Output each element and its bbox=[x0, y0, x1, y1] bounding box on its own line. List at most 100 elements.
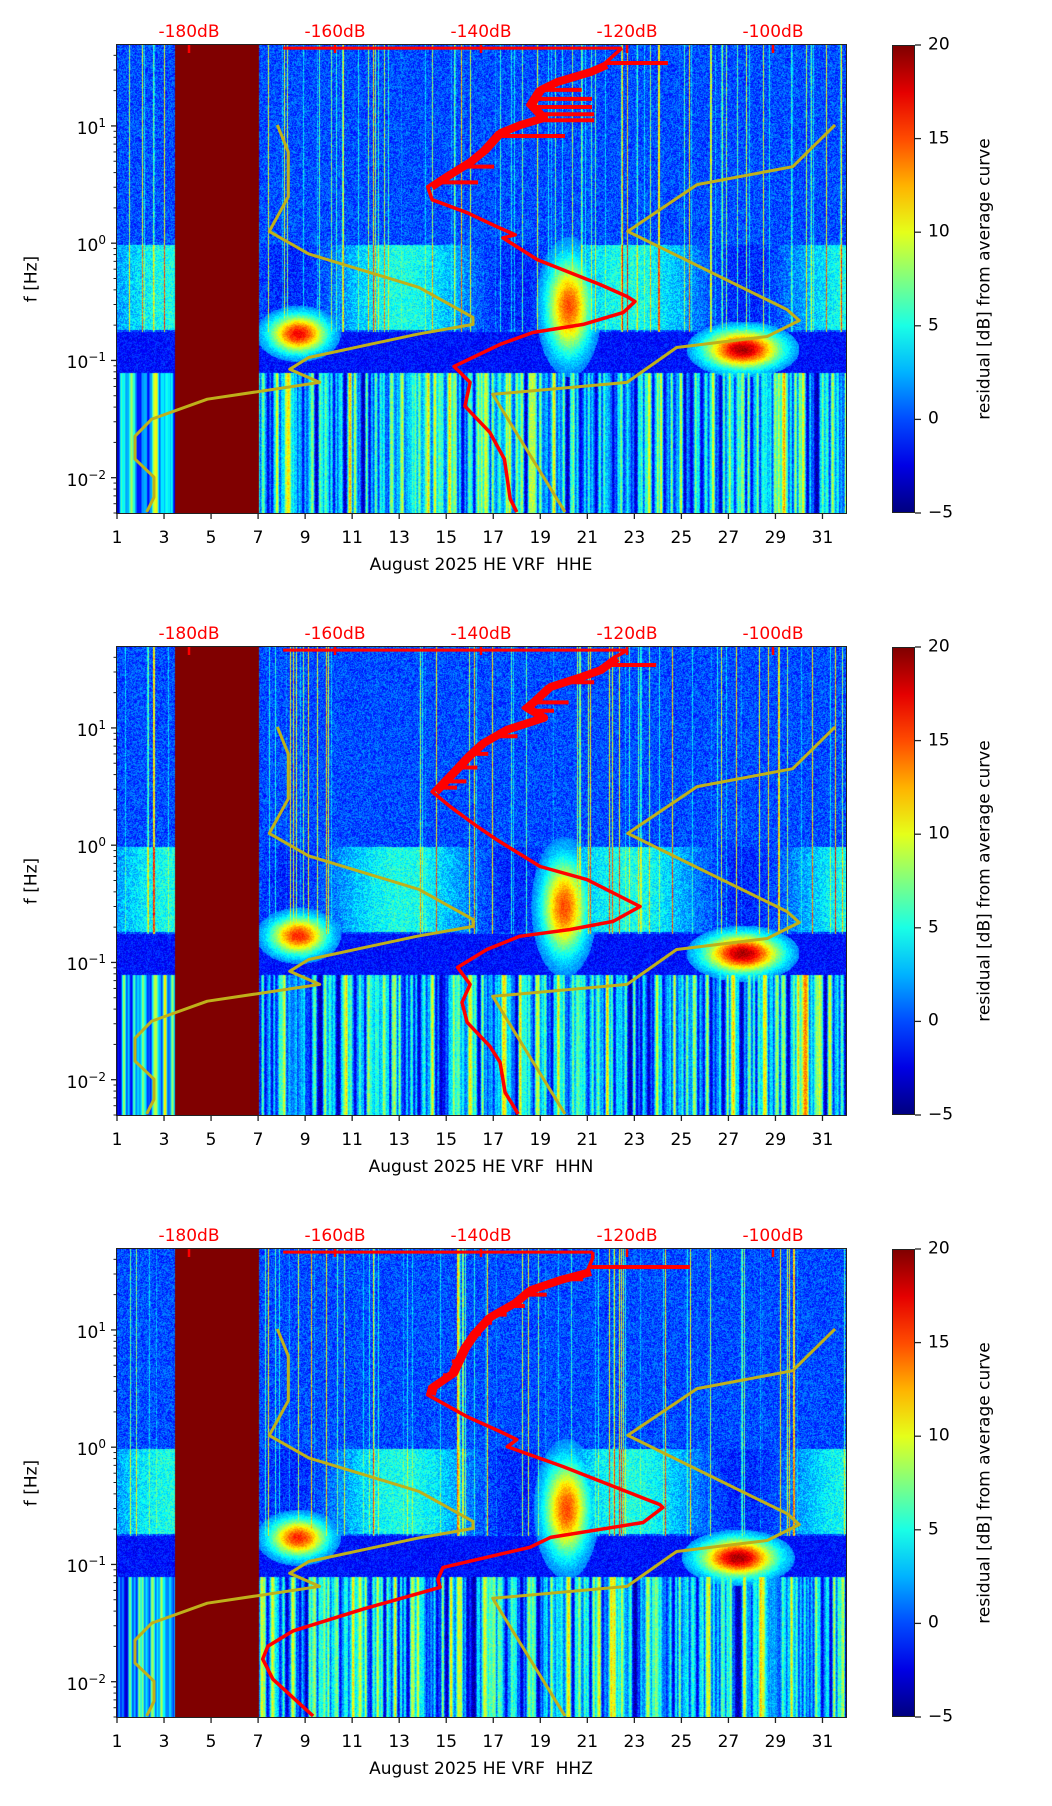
x-tick-label: 13 bbox=[388, 528, 411, 548]
x-tick-label: 17 bbox=[482, 1130, 505, 1150]
x-tick-label: 15 bbox=[435, 1130, 458, 1150]
noise-model-nhnm-line bbox=[491, 1327, 837, 1717]
colorbar-tick-label: 0 bbox=[928, 1010, 939, 1031]
colorbar-label: residual [dB] from average curve bbox=[974, 138, 995, 420]
y-tick-base: 10 bbox=[66, 470, 89, 491]
db-axis-label: -120dB bbox=[596, 1226, 658, 1246]
x-tick-label: 29 bbox=[764, 1732, 787, 1752]
psd-scatter-band bbox=[429, 61, 609, 191]
y-tick-base: 10 bbox=[76, 838, 99, 859]
x-axis-label: August 2025 HE VRF HHN bbox=[368, 1157, 594, 1177]
colorbar-tick-label: −5 bbox=[928, 1706, 954, 1727]
x-tick-label: 13 bbox=[388, 1130, 411, 1150]
y-tick-base: 10 bbox=[76, 1440, 99, 1461]
x-tick-label: 31 bbox=[811, 1130, 834, 1150]
y-tick-exponent: −1 bbox=[88, 1554, 106, 1569]
colorbar bbox=[892, 1249, 915, 1717]
y-tick-base: 10 bbox=[66, 1557, 89, 1578]
y-tick-label: 10−2 bbox=[67, 1673, 106, 1694]
y-tick-exponent: −1 bbox=[88, 952, 106, 967]
db-axis-label: -160dB bbox=[304, 22, 366, 42]
x-tick-label: 17 bbox=[482, 528, 505, 548]
x-tick-label: 23 bbox=[623, 1732, 646, 1752]
x-tick-label: 29 bbox=[764, 528, 787, 548]
y-tick-label: 101 bbox=[77, 719, 106, 740]
y-tick-label: 10−2 bbox=[67, 469, 106, 490]
x-tick-label: 3 bbox=[158, 1732, 170, 1752]
plot-overlay bbox=[111, 646, 921, 1121]
x-tick-label: 15 bbox=[435, 1732, 458, 1752]
x-tick-label: 9 bbox=[299, 528, 311, 548]
y-tick-exponent: −2 bbox=[88, 1069, 106, 1084]
colorbar-tick-label: 10 bbox=[928, 823, 950, 844]
colorbar-tick-label: 20 bbox=[928, 1238, 950, 1259]
x-tick-label: 3 bbox=[158, 1130, 170, 1150]
colorbar-tick-label: 15 bbox=[928, 128, 950, 149]
noise-model-nlnm-line bbox=[133, 726, 475, 1115]
db-axis-label: -100dB bbox=[742, 624, 804, 644]
x-tick-label: 27 bbox=[717, 1732, 740, 1752]
db-axis-label: -140dB bbox=[450, 22, 512, 42]
x-tick-label: 9 bbox=[299, 1732, 311, 1752]
x-tick-label: 3 bbox=[158, 528, 170, 548]
y-tick-label: 100 bbox=[77, 1438, 106, 1459]
spectrogram-panel-hhe: -180dB -160dB -140dB -120dB -100dB 1 3 5 7 9 11 13 1… bbox=[0, 0, 1052, 602]
x-tick-label: 31 bbox=[811, 1732, 834, 1752]
x-tick-label: 21 bbox=[576, 1130, 599, 1150]
x-axis-label: August 2025 HE VRF HHZ bbox=[369, 1759, 593, 1779]
colorbar-tick-label: 15 bbox=[928, 730, 950, 751]
x-tick-label: 15 bbox=[435, 528, 458, 548]
db-axis-label: -160dB bbox=[304, 1226, 366, 1246]
noise-model-nlnm-line bbox=[133, 124, 475, 513]
y-tick-base: 10 bbox=[66, 1072, 89, 1093]
y-tick-base: 10 bbox=[66, 353, 89, 374]
x-tick-label: 27 bbox=[717, 528, 740, 548]
db-axis-label: -120dB bbox=[596, 624, 658, 644]
y-tick-exponent: −2 bbox=[88, 1671, 106, 1686]
y-tick-label: 10−1 bbox=[67, 1555, 106, 1576]
colorbar-tick-label: 10 bbox=[928, 221, 950, 242]
psd-scatter-band bbox=[427, 1268, 592, 1396]
noise-model-nhnm-line bbox=[491, 123, 837, 513]
colorbar-tick-label: 0 bbox=[928, 1612, 939, 1633]
db-axis-label: -180dB bbox=[158, 22, 220, 42]
x-tick-label: 5 bbox=[205, 1732, 217, 1752]
x-tick-label: 9 bbox=[299, 1130, 311, 1150]
x-tick-label: 17 bbox=[482, 1732, 505, 1752]
x-tick-label: 11 bbox=[341, 1130, 363, 1150]
x-tick-label: 7 bbox=[252, 1732, 264, 1752]
db-axis-label: -100dB bbox=[742, 22, 804, 42]
db-axis-label: -100dB bbox=[742, 1226, 804, 1246]
db-axis-label: -160dB bbox=[304, 624, 366, 644]
x-tick-label: 5 bbox=[205, 1130, 217, 1150]
x-tick-label: 7 bbox=[252, 528, 264, 548]
y-tick-base: 10 bbox=[66, 1674, 89, 1695]
db-axis-label: -180dB bbox=[158, 624, 220, 644]
colorbar-label: residual [dB] from average curve bbox=[974, 1342, 995, 1624]
spectrogram-panel-hhn: -180dB -160dB -140dB -120dB -100dB 1 3 5 7 9 11 13 1… bbox=[0, 602, 1052, 1204]
x-tick-label: 7 bbox=[252, 1130, 264, 1150]
colorbar-label: residual [dB] from average curve bbox=[974, 740, 995, 1022]
y-tick-exponent: 1 bbox=[98, 1319, 106, 1334]
x-tick-label: 5 bbox=[205, 528, 217, 548]
plot-overlay bbox=[111, 44, 921, 519]
y-tick-exponent: −2 bbox=[88, 467, 106, 482]
y-tick-label: 101 bbox=[77, 117, 106, 138]
colorbar-tick-label: 5 bbox=[928, 1519, 939, 1540]
x-tick-label: 21 bbox=[576, 1732, 599, 1752]
db-axis-label: -140dB bbox=[450, 624, 512, 644]
x-tick-label: 13 bbox=[388, 1732, 411, 1752]
db-axis-label: -180dB bbox=[158, 1226, 220, 1246]
x-tick-label: 1 bbox=[111, 1732, 123, 1752]
x-axis-label: August 2025 HE VRF HHE bbox=[369, 555, 593, 575]
colorbar-tick-label: 0 bbox=[928, 408, 939, 429]
y-tick-base: 10 bbox=[66, 955, 89, 976]
y-tick-base: 10 bbox=[76, 236, 99, 257]
x-tick-label: 11 bbox=[341, 528, 363, 548]
y-tick-label: 101 bbox=[77, 1321, 106, 1342]
x-tick-label: 25 bbox=[670, 1732, 693, 1752]
noise-model-nlnm-line bbox=[133, 1328, 475, 1717]
spectrogram-panel-hhz: -180dB -160dB -140dB -120dB -100dB 1 3 5 7 9 11 13 1… bbox=[0, 1204, 1052, 1806]
psd-curve-line bbox=[260, 1252, 665, 1717]
y-tick-exponent: −1 bbox=[88, 350, 106, 365]
